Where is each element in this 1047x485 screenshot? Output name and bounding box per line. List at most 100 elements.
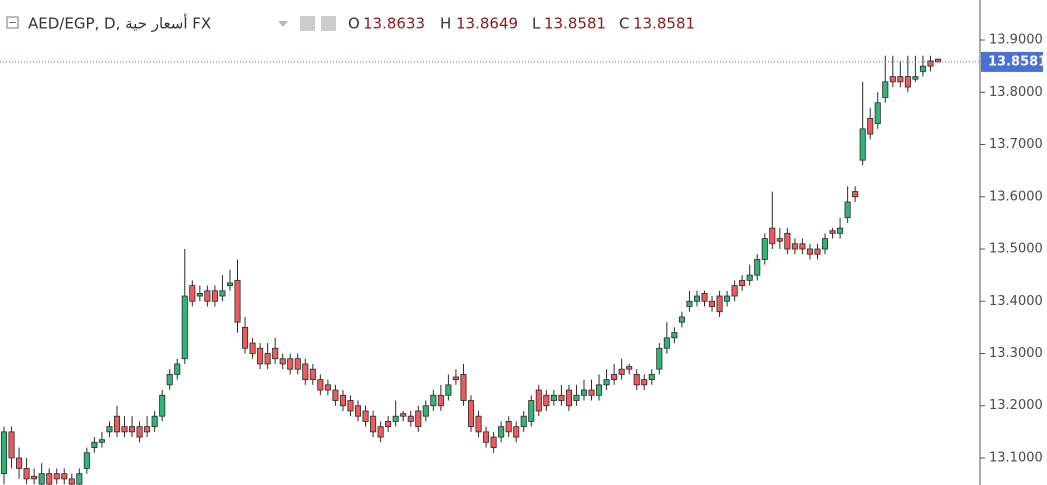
candle-up xyxy=(196,293,203,297)
candle-down xyxy=(234,279,241,323)
candle-up xyxy=(678,316,685,323)
candle-up xyxy=(663,337,670,349)
candle-down xyxy=(490,436,497,448)
candle-up xyxy=(821,238,829,250)
candle-up xyxy=(430,394,437,407)
candle-up xyxy=(859,128,866,161)
candle-down xyxy=(708,300,716,307)
candle-down xyxy=(189,285,196,302)
candle-up xyxy=(38,473,45,485)
candle-up xyxy=(580,389,588,396)
candle-down xyxy=(113,415,121,433)
candle-down xyxy=(543,394,550,407)
candle-up xyxy=(656,347,663,370)
candle-down xyxy=(264,353,271,365)
symbol-title: AED/EGP, D, أسعار حية FX xyxy=(28,14,211,33)
candle-up xyxy=(746,274,753,281)
candle-down xyxy=(452,376,459,381)
candle-down xyxy=(505,421,512,433)
candle-down xyxy=(294,358,301,370)
candle-down xyxy=(31,475,38,480)
y-tick-label: 13.5000 xyxy=(989,242,1043,257)
last-price-box xyxy=(981,51,1043,72)
candle-up xyxy=(754,259,761,276)
candle-down xyxy=(565,389,572,407)
ohlc-letter: L xyxy=(532,15,541,33)
candle-up xyxy=(498,426,505,438)
candle-down xyxy=(324,384,331,391)
collapse-icon[interactable] xyxy=(6,16,19,29)
ohlc-value: 13.8649 xyxy=(456,15,518,33)
candle-down xyxy=(317,379,324,391)
ohlc-value: 13.8581 xyxy=(544,15,606,33)
candle-down xyxy=(769,227,776,245)
candle-down xyxy=(739,279,746,286)
candle-down xyxy=(701,293,708,302)
candle-down xyxy=(618,368,625,375)
candle-down xyxy=(8,431,15,459)
y-tick-label: 13.6000 xyxy=(989,189,1043,204)
ohlc-letter: O xyxy=(348,15,360,33)
candle-down xyxy=(61,473,68,480)
candle-down xyxy=(241,326,249,349)
candle-up xyxy=(83,452,90,469)
candle-up xyxy=(174,363,181,375)
candle-down xyxy=(46,473,53,485)
candle-down xyxy=(611,373,618,381)
candle-down xyxy=(460,373,467,401)
candle-down xyxy=(829,230,836,234)
candle-down xyxy=(535,389,542,412)
candle-up xyxy=(912,76,919,80)
candle-down xyxy=(889,76,896,83)
candle-up xyxy=(573,394,580,401)
candle-up xyxy=(596,384,603,396)
candle-down xyxy=(257,347,264,365)
candle-down xyxy=(287,358,294,370)
candle-down xyxy=(16,457,23,469)
y-tick-label: 13.3000 xyxy=(989,346,1043,361)
candle-up xyxy=(151,415,158,428)
candle-down xyxy=(799,243,806,250)
candle-down xyxy=(784,232,791,250)
candle-up xyxy=(550,394,557,401)
candle-up xyxy=(671,332,678,339)
candle-up xyxy=(648,373,655,381)
ohlc-value: 13.8633 xyxy=(363,15,425,33)
candle-down xyxy=(249,342,256,354)
y-tick-label: 13.1000 xyxy=(989,450,1043,465)
candle-down xyxy=(904,76,911,88)
candle-down xyxy=(791,243,798,250)
candle-down xyxy=(407,415,414,422)
ohlc-letter: H xyxy=(440,15,451,33)
candle-up xyxy=(693,295,701,302)
candle-down xyxy=(144,426,151,433)
settings-icon[interactable] xyxy=(321,16,336,31)
candle-up xyxy=(686,300,693,307)
ohlc-value: 13.8581 xyxy=(633,15,695,33)
dropdown-arrow[interactable] xyxy=(278,21,288,27)
candle-up xyxy=(844,201,851,219)
y-tick-label: 13.2000 xyxy=(989,398,1043,413)
y-tick-label: 13.8000 xyxy=(989,85,1043,100)
candle-down xyxy=(68,478,75,485)
candle-down xyxy=(204,290,211,302)
candle-down xyxy=(23,468,30,480)
candle-down xyxy=(588,389,595,396)
candle-down xyxy=(867,117,874,135)
candle-down xyxy=(483,431,490,443)
candle-down xyxy=(626,366,633,370)
candle-down xyxy=(437,394,444,407)
candle-up xyxy=(724,295,731,302)
candle-down xyxy=(332,389,339,401)
candle-up xyxy=(91,441,98,448)
candle-down xyxy=(641,379,648,386)
candle-down xyxy=(347,400,354,412)
candle-up xyxy=(98,439,105,443)
eye-icon[interactable] xyxy=(300,16,315,31)
candle-up xyxy=(445,384,452,396)
candle-up xyxy=(919,65,926,72)
candle-up xyxy=(0,431,8,475)
y-tick-label: 13.4000 xyxy=(989,294,1043,309)
candle-down xyxy=(309,368,316,381)
